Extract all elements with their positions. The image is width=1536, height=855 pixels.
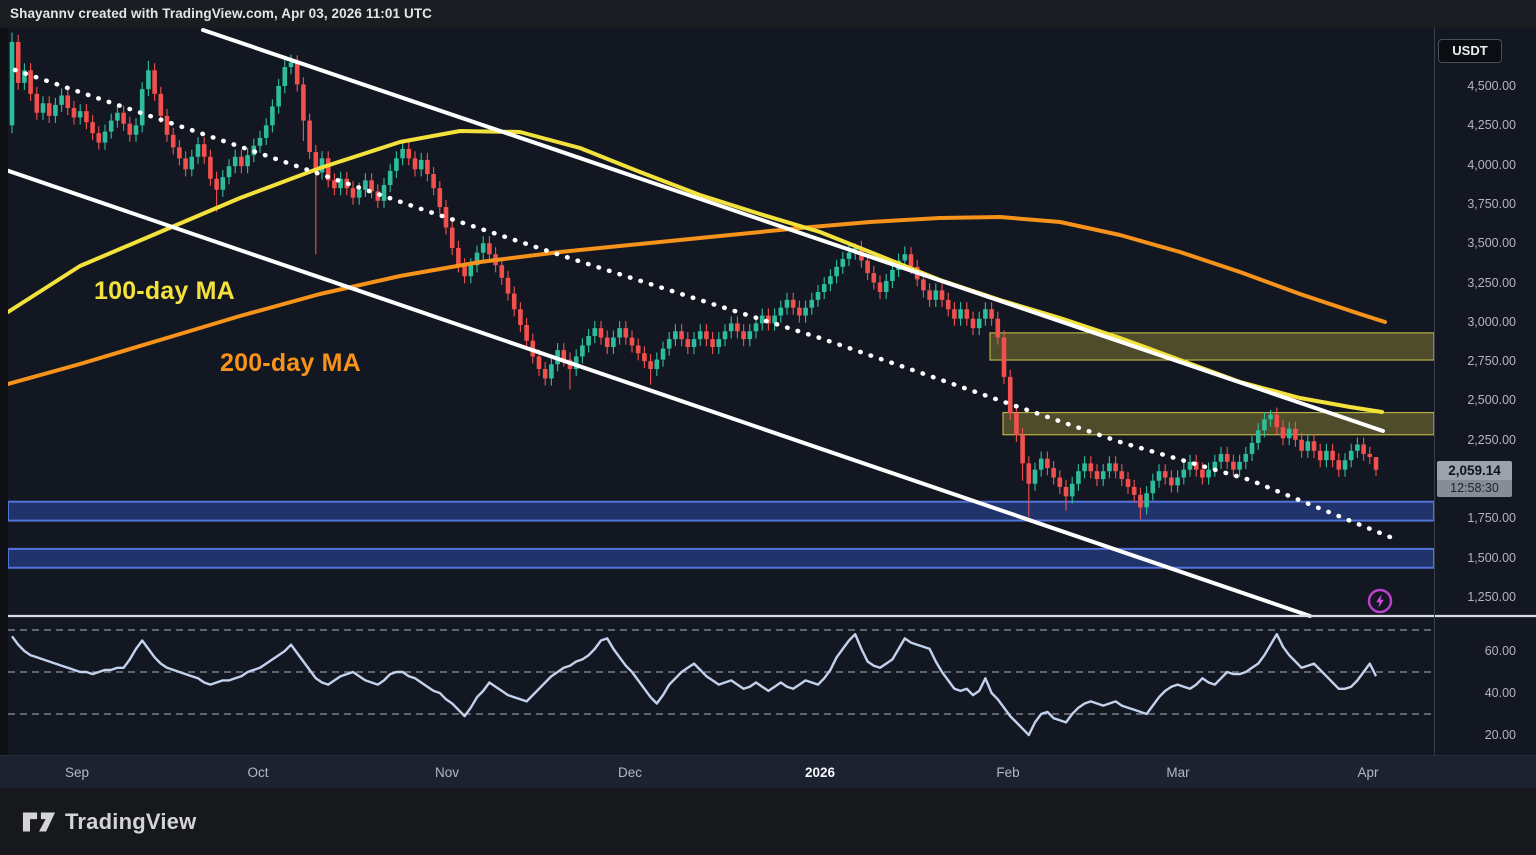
dotted-trendline[interactable]	[12, 67, 1393, 540]
price-tick-label: 4,000.00	[1467, 157, 1516, 172]
time-axis-label-apr: Apr	[1357, 765, 1379, 780]
currency-toggle-button[interactable]: USDT	[1438, 39, 1502, 63]
support-zone-upper	[7, 500, 1435, 522]
channel-lower-trendline[interactable]	[0, 166, 1312, 618]
tradingview-logo[interactable]: TradingView	[22, 809, 196, 835]
time-axis-label-dec: Dec	[617, 765, 643, 780]
price-tick-label: 3,000.00	[1467, 314, 1516, 329]
attribution-text: Shayannv created with TradingView.com, A…	[10, 6, 433, 21]
price-tick-label: 3,750.00	[1467, 196, 1516, 211]
attribution-bar: Shayannv created with TradingView.com, A…	[0, 0, 1536, 28]
time-axis-label-2026: 2026	[804, 765, 836, 780]
candlestick-series	[9, 32, 1379, 520]
ma200-label: 200-day MA	[220, 349, 361, 377]
time-axis-label-nov: Nov	[434, 765, 460, 780]
time-axis-label-feb: Feb	[996, 765, 1020, 780]
rsi-tick-label: 40.00	[1484, 686, 1516, 700]
support-zone-lower	[7, 547, 1435, 569]
time-axis-label-mar: Mar	[1166, 765, 1190, 780]
price-tick-label: 1,750.00	[1467, 511, 1516, 526]
price-tick-label: 1,500.00	[1467, 550, 1516, 565]
channel-upper-trendline[interactable]	[201, 28, 1385, 433]
price-tick-label: 2,500.00	[1467, 393, 1516, 408]
rsi-tick-label: 60.00	[1484, 644, 1516, 658]
ma100-label: 100-day MA	[94, 277, 235, 305]
left-margin	[0, 28, 8, 755]
resistance-zone-upper	[989, 332, 1435, 361]
bar-countdown: 12:58:30	[1437, 480, 1512, 497]
price-tick-label: 3,250.00	[1467, 275, 1516, 290]
time-axis-label-sep: Sep	[64, 765, 90, 780]
price-tick-label: 1,250.00	[1467, 590, 1516, 604]
tradingview-logo-text: TradingView	[65, 808, 197, 834]
price-tick-label: 3,500.00	[1467, 236, 1516, 251]
last-price-badge: 2,059.14 12:58:30	[1437, 461, 1512, 497]
time-axis-label-oct: Oct	[247, 765, 269, 780]
price-tick-label: 2,250.00	[1467, 432, 1516, 447]
footer-bar: TradingView	[0, 788, 1536, 855]
boost-icon[interactable]	[1366, 587, 1394, 615]
rsi-tick-label: 20.00	[1484, 728, 1516, 742]
price-tick-label: 4,500.00	[1467, 79, 1516, 93]
time-axis[interactable]: Sep Oct Nov Dec 2026 Feb Mar Apr	[0, 755, 1536, 788]
price-tick-label: 2,750.00	[1467, 354, 1516, 369]
price-axis[interactable]: USDT 4,500.00 4,250.00 4,000.00 3,750.00 3,5…	[1434, 28, 1536, 755]
ma100-line	[6, 129, 1384, 414]
price-tick-label: 4,250.00	[1467, 118, 1516, 133]
rsi-line	[11, 633, 1378, 737]
tradingview-logo-icon	[22, 812, 56, 831]
last-price-value: 2,059.14	[1437, 461, 1512, 480]
